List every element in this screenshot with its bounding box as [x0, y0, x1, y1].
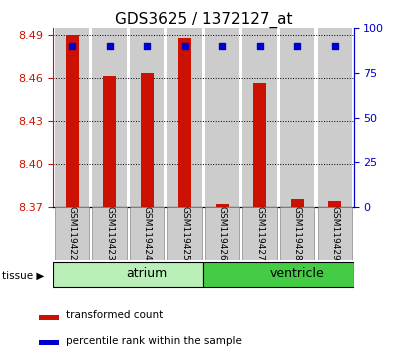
Point: [182, 44, 188, 49]
Text: transformed count: transformed count: [66, 310, 163, 320]
Text: GSM119427: GSM119427: [255, 206, 264, 261]
Text: GSM119424: GSM119424: [143, 206, 152, 261]
Bar: [55, 207, 89, 260]
Bar: [53, 262, 203, 287]
Point: [219, 44, 226, 49]
Bar: [253, 83, 266, 207]
Bar: [243, 207, 277, 260]
Text: tissue ▶: tissue ▶: [2, 270, 44, 280]
Point: [257, 44, 263, 49]
Bar: [39, 315, 58, 320]
Text: GSM119423: GSM119423: [105, 206, 114, 261]
Bar: [39, 341, 58, 345]
Point: [332, 44, 338, 49]
Bar: [167, 28, 202, 207]
Bar: [141, 73, 154, 207]
Bar: [167, 207, 202, 260]
Text: ventricle: ventricle: [270, 267, 325, 280]
Bar: [203, 262, 354, 287]
Bar: [291, 199, 304, 207]
Text: GSM119425: GSM119425: [180, 206, 189, 261]
Text: GSM119429: GSM119429: [330, 206, 339, 261]
Point: [144, 44, 150, 49]
Bar: [92, 207, 127, 260]
Point: [69, 44, 75, 49]
Text: GSM119426: GSM119426: [218, 206, 227, 261]
Bar: [66, 35, 79, 207]
Point: [107, 44, 113, 49]
Bar: [205, 207, 239, 260]
Bar: [280, 28, 314, 207]
Bar: [318, 207, 352, 260]
Point: [294, 44, 301, 49]
Text: atrium: atrium: [126, 267, 168, 280]
Title: GDS3625 / 1372127_at: GDS3625 / 1372127_at: [115, 12, 292, 28]
Text: GSM119428: GSM119428: [293, 206, 302, 261]
Bar: [178, 38, 191, 207]
Bar: [103, 75, 116, 207]
Text: percentile rank within the sample: percentile rank within the sample: [66, 336, 242, 346]
Bar: [328, 201, 341, 207]
Bar: [280, 207, 314, 260]
Bar: [55, 28, 89, 207]
Bar: [92, 28, 127, 207]
Bar: [130, 28, 164, 207]
Bar: [130, 207, 164, 260]
Bar: [205, 28, 239, 207]
Bar: [318, 28, 352, 207]
Text: GSM119422: GSM119422: [68, 206, 77, 261]
Bar: [243, 28, 277, 207]
Bar: [216, 204, 229, 207]
